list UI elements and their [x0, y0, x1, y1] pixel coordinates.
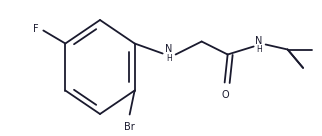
Text: H: H [256, 45, 261, 54]
Text: F: F [33, 24, 38, 33]
Text: O: O [222, 90, 230, 101]
Text: Br: Br [124, 121, 135, 132]
Text: H: H [166, 54, 172, 63]
Text: N: N [165, 44, 172, 55]
Text: N: N [255, 35, 262, 46]
